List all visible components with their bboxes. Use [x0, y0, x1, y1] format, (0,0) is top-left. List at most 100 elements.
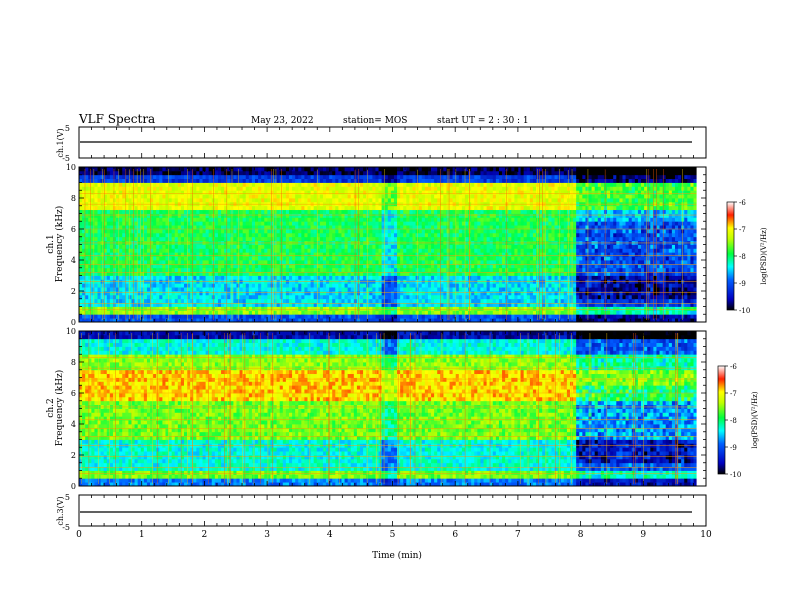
spectrogram-cell	[326, 294, 330, 300]
spectrogram-cell	[137, 260, 142, 265]
spectrogram-cell	[128, 244, 132, 249]
spectrogram-cell	[190, 232, 194, 238]
spectrogram-cell	[449, 298, 454, 304]
spectrogram-cell	[159, 306, 163, 311]
spectrogram-cell	[205, 271, 210, 276]
spectrogram-cell	[341, 170, 345, 176]
spectrogram-cell	[190, 194, 194, 199]
spectrogram-cell	[251, 291, 256, 296]
spectrogram-cell	[341, 283, 345, 288]
spectrogram-cell	[381, 198, 386, 203]
spectrogram-cell	[427, 186, 432, 191]
spectrogram-cell	[140, 314, 145, 319]
spectrogram-cell	[381, 244, 386, 249]
spectrogram-cell	[125, 318, 129, 323]
spectrogram-cell	[255, 217, 259, 222]
spectrogram-cell	[221, 263, 225, 269]
spectrogram-cell	[326, 263, 330, 269]
spectrogram-cell	[301, 229, 305, 234]
spectrogram-cell	[397, 283, 401, 288]
spectrogram-cell	[199, 174, 203, 180]
spectrogram-cell	[381, 283, 386, 288]
spectrogram-cell	[393, 167, 398, 172]
spectrogram-cell	[103, 182, 108, 187]
spectrogram-cell	[393, 248, 398, 253]
spectrogram-cell	[248, 291, 253, 296]
spectrogram-cell	[180, 306, 185, 311]
spectrogram-cell	[412, 182, 416, 187]
spectrogram-cell	[224, 248, 228, 253]
spectrogram-cell	[79, 283, 83, 288]
spectrogram-cell	[335, 275, 339, 280]
spectrogram-cell	[128, 182, 132, 187]
spectrogram-cell	[440, 252, 444, 257]
spectrogram-cell	[446, 252, 450, 257]
spectrogram-cell	[258, 256, 262, 261]
spectrogram-cell	[378, 221, 383, 226]
spectrogram-cell	[387, 302, 392, 307]
spectrogram-cell	[221, 217, 225, 222]
spectrogram-cell	[208, 209, 213, 214]
spectrogram-cell	[319, 248, 324, 253]
spectrogram-cell	[431, 170, 435, 176]
spectrogram-cell	[251, 232, 256, 238]
spectrogram-cell	[267, 302, 271, 307]
spectrogram-cell	[171, 252, 176, 257]
spectrogram-cell	[446, 256, 450, 261]
spectrogram-cell	[106, 252, 111, 257]
spectrogram-cell	[344, 271, 349, 276]
spectrogram-cell	[427, 213, 432, 218]
spectrogram-cell	[434, 225, 438, 230]
spectrogram-cell	[316, 267, 321, 273]
spectrogram-cell	[193, 287, 197, 292]
spectrogram-cell	[239, 306, 244, 311]
spectrogram-cell	[88, 310, 92, 315]
spectrogram-cell	[338, 306, 342, 311]
spectrogram-cell	[434, 205, 438, 211]
spectrogram-cell	[156, 232, 160, 238]
spectrogram-cell	[431, 291, 435, 296]
spectrogram-cell	[298, 267, 302, 273]
spectrogram-cell	[106, 248, 111, 253]
spectrogram-cell	[335, 306, 339, 311]
spectrogram-cell	[187, 205, 191, 211]
spectrogram-cell	[264, 248, 268, 253]
spectrogram-cell	[112, 260, 117, 265]
spectrogram-cell	[387, 232, 392, 238]
spectrogram-cell	[94, 174, 98, 180]
spectrogram-cell	[140, 232, 145, 238]
spectrogram-cell	[427, 310, 432, 315]
spectrogram-cell	[292, 287, 296, 292]
spectrogram-cell	[421, 283, 426, 288]
spectrogram-cell	[397, 256, 401, 261]
spectrogram-cell	[273, 186, 278, 191]
spectrogram-cell	[369, 167, 373, 172]
spectrogram-cell	[288, 291, 293, 296]
spectrogram-cell	[418, 167, 423, 172]
spectrogram-cell	[418, 287, 423, 292]
spectrogram-cell	[295, 232, 299, 238]
spectrogram-cell	[190, 213, 194, 218]
spectrogram-cell	[390, 260, 395, 265]
spectrogram-cell	[452, 244, 457, 249]
spectrogram-cell	[270, 244, 274, 249]
spectrogram-cell	[285, 229, 290, 234]
spectrogram-cell	[180, 298, 185, 304]
spectrogram-cell	[125, 209, 129, 214]
spectrogram-cell	[94, 298, 98, 304]
spectrogram-cell	[183, 213, 188, 218]
spectrogram-cell	[261, 221, 265, 226]
spectrogram-cell	[344, 267, 349, 273]
spectrogram-cell	[106, 314, 111, 319]
spectrogram-cell	[128, 283, 132, 288]
spectrogram-cell	[251, 217, 256, 222]
spectrogram-cell	[125, 260, 129, 265]
spectrogram-cell	[295, 283, 299, 288]
spectrogram-cell	[177, 263, 182, 269]
spectrogram-cell	[202, 236, 207, 242]
spectrogram-cell	[128, 236, 132, 242]
spectrogram-cell	[329, 275, 333, 280]
spectrogram-cell	[393, 190, 398, 195]
spectrogram-cell	[82, 318, 86, 323]
spectrogram-cell	[282, 271, 287, 276]
